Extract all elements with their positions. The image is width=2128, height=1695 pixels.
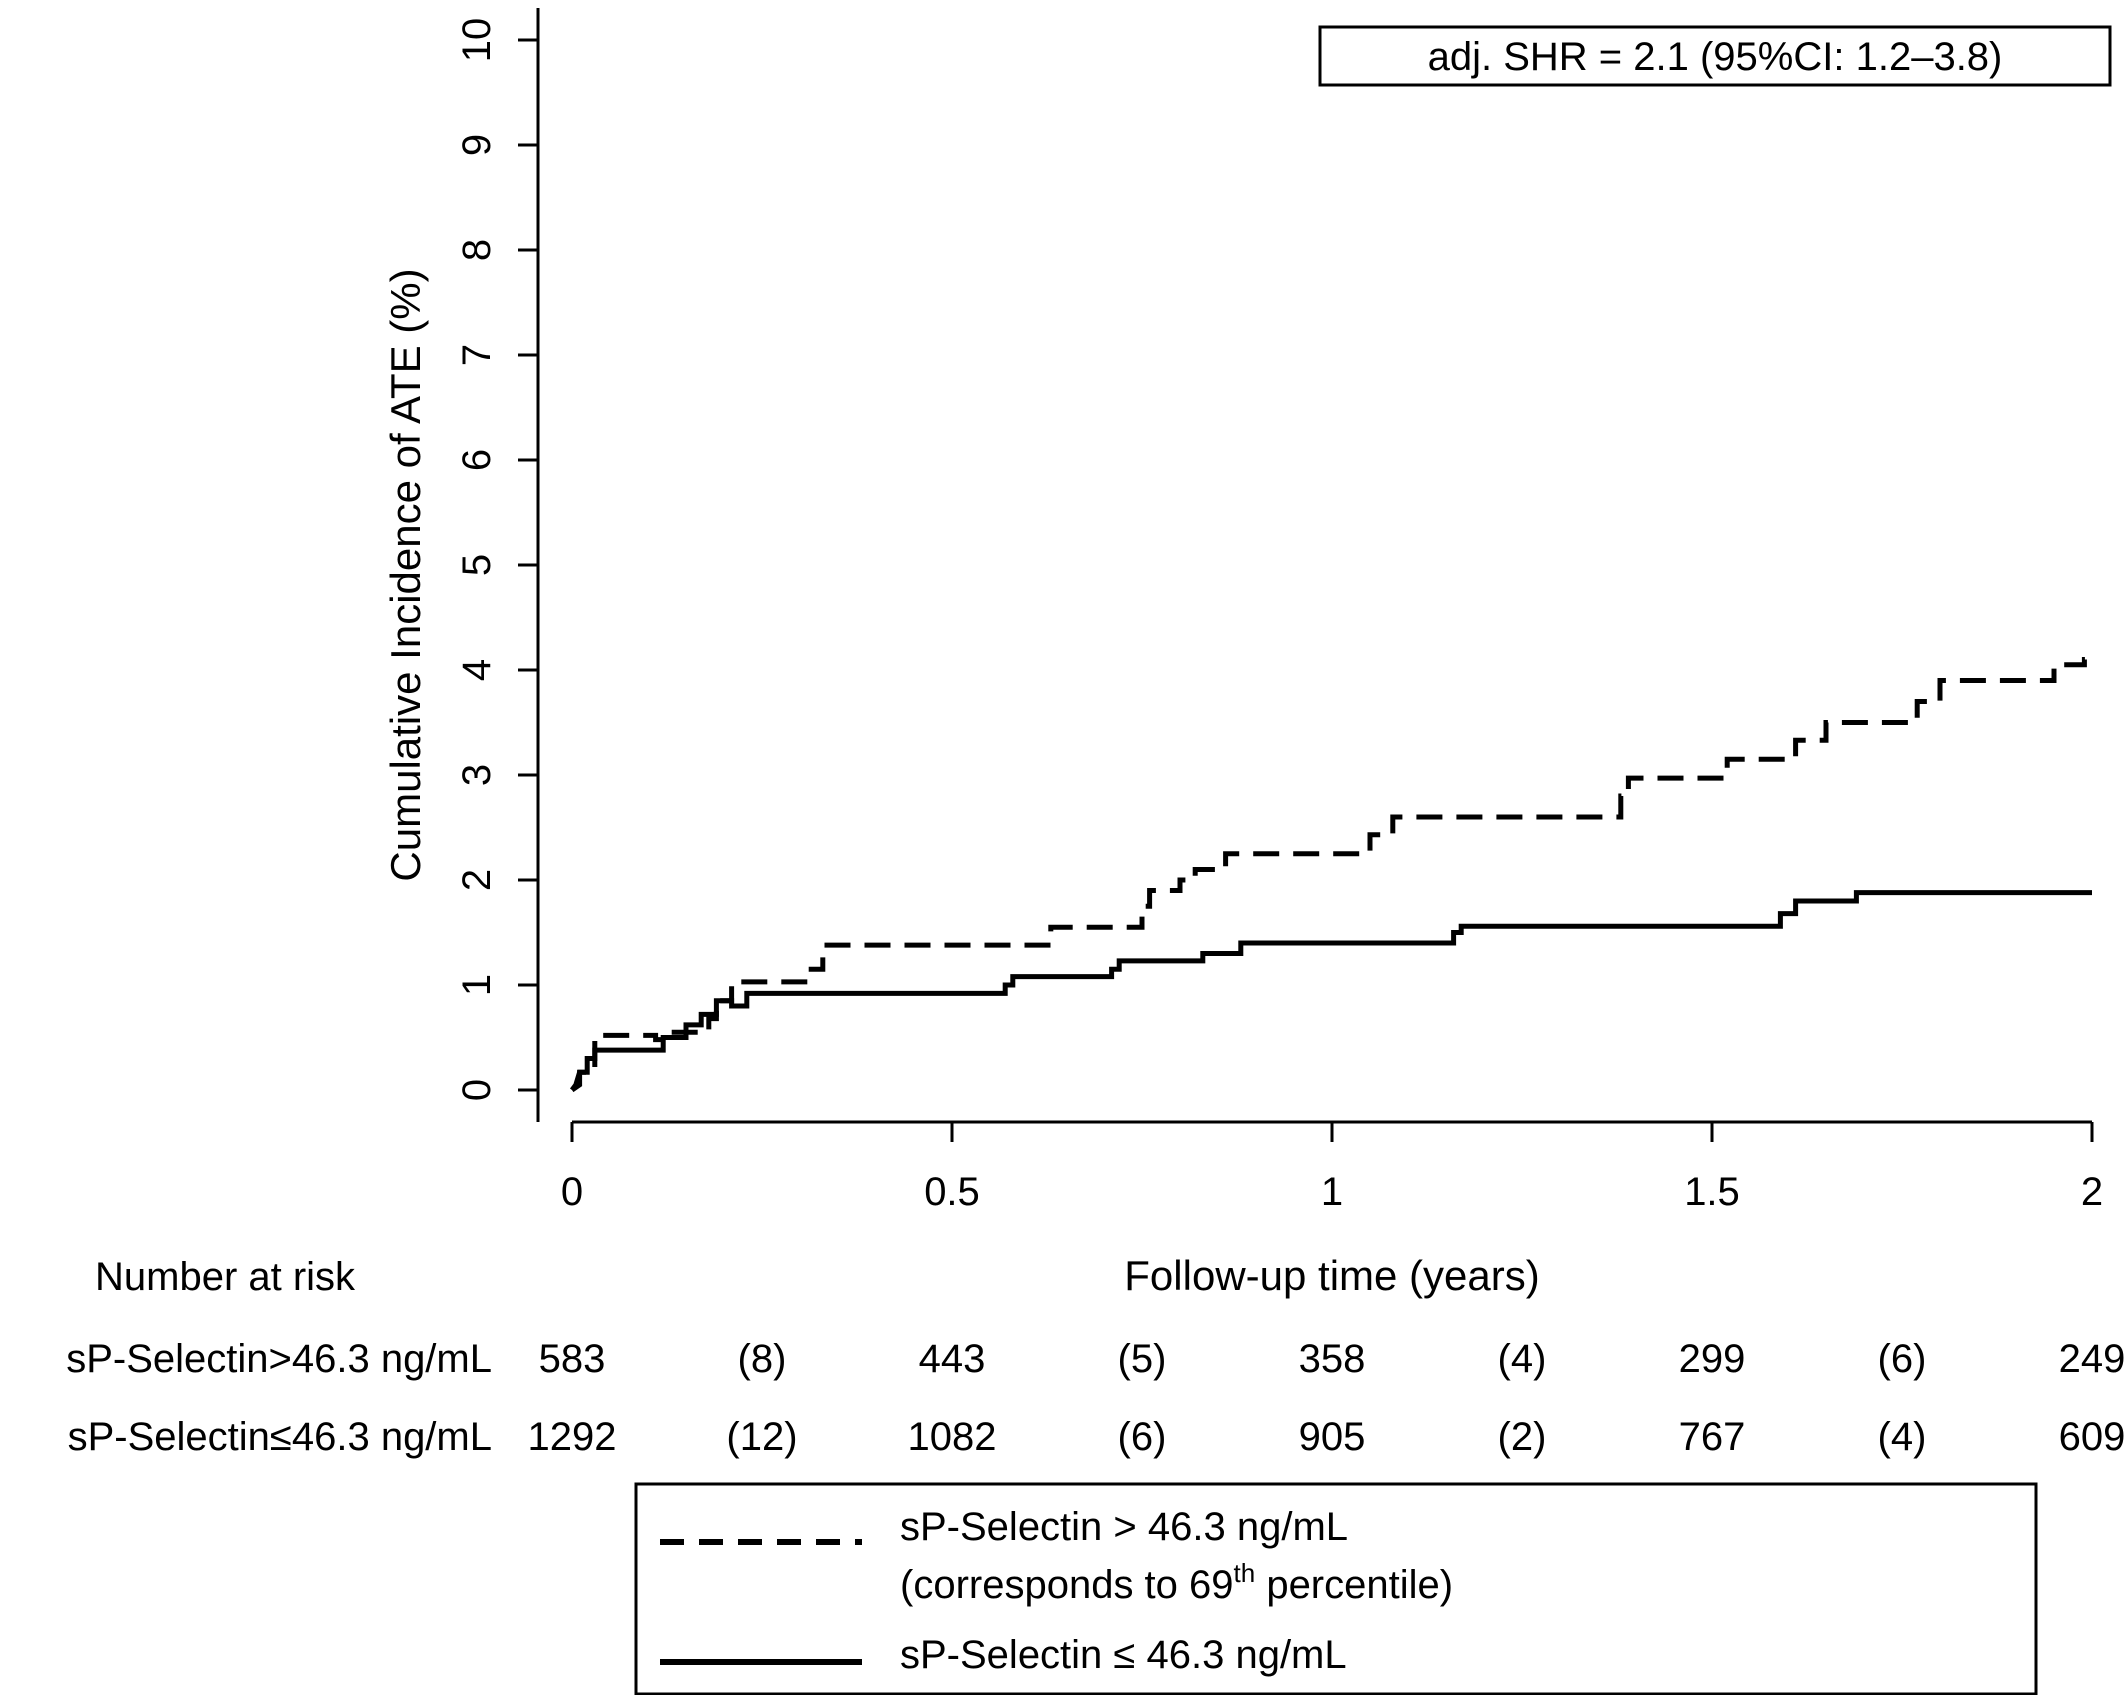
- x-axis-label: Follow-up time (years): [1124, 1252, 1539, 1299]
- y-tick-label-4: 4: [455, 659, 499, 681]
- series-layer: [569, 657, 2092, 1093]
- risk-cell-1-3: (6): [1118, 1415, 1167, 1459]
- annotation-box: adj. SHR = 2.1 (95%CI: 1.2–3.8): [1318, 25, 2112, 87]
- legend: sP-Selectin > 46.3 ng/mL (corresponds to…: [634, 1482, 2038, 1695]
- risk-row-label-1: sP-Selectin≤46.3 ng/mL: [68, 1415, 492, 1459]
- y-tick-label-5: 5: [455, 554, 499, 576]
- y-tick-label-2: 2: [455, 869, 499, 891]
- x-tick-label-2: 1: [1321, 1170, 1343, 1214]
- legend-entry-1-line2: (corresponds to 69th percentile): [900, 1558, 1453, 1607]
- risk-cell-0-0: 583: [539, 1337, 606, 1381]
- risk-cell-1-4: 905: [1299, 1415, 1366, 1459]
- y-tick-label-9: 9: [455, 134, 499, 156]
- x-tick-label-0: 0: [561, 1170, 583, 1214]
- legend-entry-2-line1: sP-Selectin ≤ 46.3 ng/mL: [900, 1633, 1347, 1677]
- y-tick-label-7: 7: [455, 344, 499, 366]
- y-tick-label-10: 10: [455, 18, 499, 63]
- risk-cell-0-1: (8): [738, 1337, 787, 1381]
- risk-cell-1-6: 767: [1679, 1415, 1746, 1459]
- risk-cell-0-7: (6): [1878, 1337, 1927, 1381]
- y-tick-label-1: 1: [455, 974, 499, 996]
- risk-cell-0-6: 299: [1679, 1337, 1746, 1381]
- x-tick-label-4: 2: [2081, 1170, 2103, 1214]
- ticks: 0 1 2 3 4 5 6 7 8 9 10 0 0.5 1 1.5 2: [455, 18, 2103, 1214]
- y-tick-label-0: 0: [455, 1079, 499, 1101]
- y-tick-label-3: 3: [455, 764, 499, 786]
- axes: [536, 8, 2092, 1124]
- legend-entry-1-line1: sP-Selectin > 46.3 ng/mL: [900, 1505, 1348, 1549]
- series-line-solid: [570, 890, 2092, 1093]
- risk-cell-0-2: 443: [919, 1337, 986, 1381]
- risk-row-label-0: sP-Selectin>46.3 ng/mL: [66, 1337, 492, 1381]
- y-tick-label-8: 8: [455, 239, 499, 261]
- annotation-text: adj. SHR = 2.1 (95%CI: 1.2–3.8): [1428, 35, 2003, 79]
- risk-cell-1-7: (4): [1878, 1415, 1927, 1459]
- risk-cell-1-2: 1082: [908, 1415, 997, 1459]
- risk-cell-0-5: (4): [1498, 1337, 1547, 1381]
- risk-cell-1-0: 1292: [528, 1415, 617, 1459]
- y-tick-label-6: 6: [455, 449, 499, 471]
- series-line-dashed: [569, 657, 2092, 1092]
- risk-cell-1-1: (12): [726, 1415, 797, 1459]
- risk-cell-1-5: (2): [1498, 1415, 1547, 1459]
- risk-table: Number at risk sP-Selectin>46.3 ng/mL 583…: [66, 1255, 2125, 1459]
- risk-cell-1-8: 609: [2059, 1415, 2126, 1459]
- risk-cell-0-3: (5): [1118, 1337, 1167, 1381]
- risk-cell-0-4: 358: [1299, 1337, 1366, 1381]
- x-tick-label-1: 0.5: [924, 1170, 980, 1214]
- risk-table-title: Number at risk: [95, 1255, 356, 1299]
- risk-cell-0-8: 249: [2059, 1337, 2126, 1381]
- x-tick-label-3: 1.5: [1684, 1170, 1740, 1214]
- y-axis-label: Cumulative Incidence of ATE (%): [382, 268, 429, 881]
